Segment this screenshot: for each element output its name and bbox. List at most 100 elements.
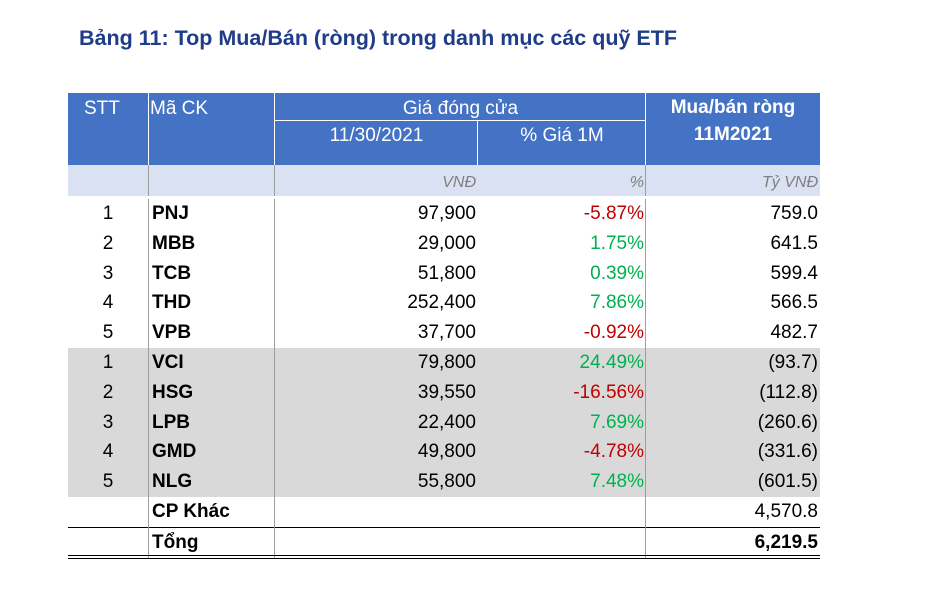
table-row: 4 THD 252,400 7.86% 566.5 <box>68 288 820 319</box>
divider <box>274 377 275 408</box>
cell-pct: -4.78% <box>583 441 644 463</box>
cell-net: 566.5 <box>770 292 818 314</box>
cell-ticker: THD <box>152 292 192 314</box>
divider <box>477 120 478 165</box>
cell-price: 37,700 <box>417 322 476 344</box>
cell-price: 22,400 <box>417 411 476 433</box>
cell-ticker: VPB <box>152 322 192 344</box>
divider <box>148 437 149 468</box>
cell-stt: 3 <box>102 411 114 433</box>
table-row: 2 HSG 39,550 -16.56% (112.8) <box>68 377 820 408</box>
other-row: CP Khác 4,570.8 <box>68 496 820 527</box>
divider <box>645 165 646 196</box>
divider <box>68 554 820 556</box>
cell-net: 641.5 <box>770 232 818 254</box>
other-label: CP Khác <box>152 500 230 522</box>
cell-price: 39,550 <box>417 381 476 403</box>
total-net: 6,219.5 <box>754 531 818 553</box>
divider <box>645 318 646 348</box>
divider <box>148 165 149 196</box>
cell-ticker: GMD <box>152 441 197 463</box>
cell-pct: 7.86% <box>590 292 644 314</box>
divider <box>645 288 646 319</box>
cell-net: 599.4 <box>770 262 818 284</box>
divider <box>274 407 275 438</box>
divider <box>148 199 149 229</box>
divider <box>274 496 275 527</box>
other-net: 4,570.8 <box>754 500 818 522</box>
cell-ticker: LPB <box>152 411 190 433</box>
unit-net: Tỷ VNĐ <box>762 174 818 191</box>
divider <box>274 318 275 348</box>
table-title: Bảng 11: Top Mua/Bán (ròng) trong danh m… <box>79 26 678 50</box>
cell-stt: 4 <box>102 292 114 314</box>
divider <box>148 288 149 319</box>
cell-pct: 7.69% <box>590 411 644 433</box>
divider <box>148 496 149 527</box>
divider <box>274 526 275 559</box>
divider <box>274 437 275 468</box>
cell-stt: 5 <box>102 322 114 344</box>
cell-net: (93.7) <box>768 351 818 373</box>
cell-net: 759.0 <box>770 203 818 224</box>
cell-ticker: MBB <box>152 232 196 254</box>
table-row: 5 NLG 55,800 7.48% (601.5) <box>68 467 820 497</box>
cell-ticker: VCI <box>152 351 184 373</box>
divider <box>645 199 646 229</box>
cell-stt: 2 <box>102 381 114 403</box>
divider <box>274 258 275 289</box>
divider <box>148 347 149 378</box>
table-row: 1 VCI 79,800 24.49% (93.7) <box>68 347 820 378</box>
cell-stt: 4 <box>102 441 114 463</box>
cell-net: (260.6) <box>757 411 818 433</box>
cell-stt: 1 <box>102 203 114 224</box>
divider <box>274 228 275 259</box>
total-label: Tổng <box>152 531 199 553</box>
cell-net: 482.7 <box>770 322 818 344</box>
table-row: 3 LPB 22,400 7.69% (260.6) <box>68 407 820 438</box>
cell-price: 79,800 <box>417 351 476 373</box>
cell-price: 51,800 <box>417 262 476 284</box>
cell-price: 252,400 <box>407 292 476 314</box>
header-net-line1: Mua/bán ròng <box>670 97 796 118</box>
divider <box>148 93 149 165</box>
divider <box>645 347 646 378</box>
cell-pct: 7.48% <box>590 471 644 493</box>
cell-price: 49,800 <box>417 441 476 463</box>
divider <box>274 165 275 196</box>
divider <box>645 496 646 527</box>
cell-price: 97,900 <box>417 203 476 224</box>
divider <box>274 347 275 378</box>
table-row: 2 MBB 29,000 1.75% 641.5 <box>68 228 820 259</box>
cell-net: (331.6) <box>757 441 818 463</box>
header-date: 11/30/2021 <box>329 125 424 146</box>
cell-pct: -5.87% <box>583 203 644 224</box>
divider <box>148 377 149 408</box>
table-row: 3 TCB 51,800 0.39% 599.4 <box>68 258 820 289</box>
cell-pct: 24.49% <box>579 351 644 373</box>
divider <box>274 199 275 229</box>
cell-stt: 3 <box>102 262 114 284</box>
divider <box>68 557 820 559</box>
divider <box>148 407 149 438</box>
header-net-line2: 11M2021 <box>693 124 773 145</box>
units-row: VNĐ % Tỷ VNĐ <box>68 165 820 196</box>
divider <box>645 228 646 259</box>
divider <box>148 258 149 289</box>
divider <box>275 120 645 121</box>
divider <box>274 288 275 319</box>
divider <box>645 93 646 165</box>
unit-pct: % <box>629 174 644 191</box>
cell-stt: 5 <box>102 471 114 493</box>
divider <box>274 93 275 165</box>
cell-pct: -16.56% <box>573 381 644 403</box>
unit-price: VNĐ <box>442 174 476 191</box>
cell-price: 29,000 <box>417 232 476 254</box>
etf-net-trading-table: STT Mã CK Giá đóng cửa 11/30/2021 % Giá … <box>68 93 820 559</box>
divider <box>645 377 646 408</box>
cell-stt: 1 <box>102 351 114 373</box>
divider <box>148 526 149 559</box>
divider <box>68 526 820 528</box>
table-header: STT Mã CK Giá đóng cửa 11/30/2021 % Giá … <box>68 93 820 165</box>
header-close-price: Giá đóng cửa <box>402 98 519 119</box>
